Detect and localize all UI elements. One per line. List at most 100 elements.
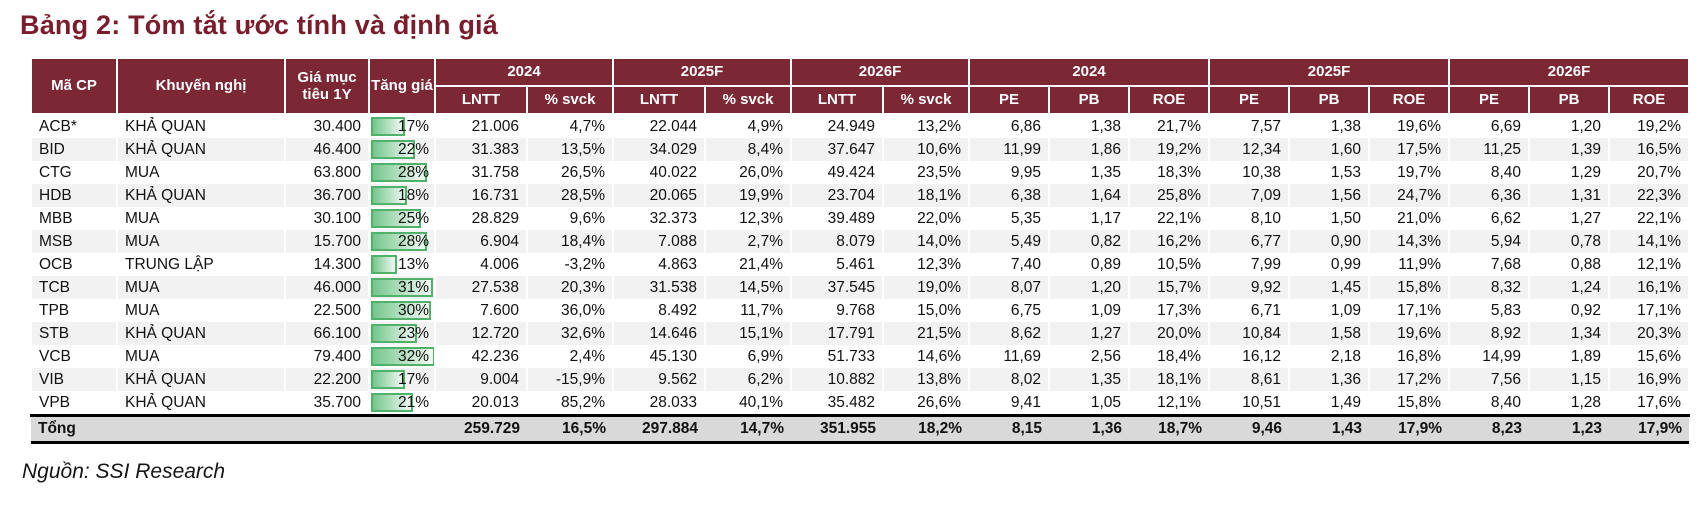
cell-roe-2025: 21,0%	[1368, 207, 1451, 230]
cell-pb-2025: 1,56	[1288, 184, 1371, 207]
cell-svck-2025: 11,7%	[703, 299, 793, 322]
table-row: MSB MUA 15.700 28% 6.904 18,4% 7.088 2,7…	[30, 230, 1691, 253]
cell-svck-2024: 28,5%	[526, 184, 614, 207]
cell-svck-2026: 23,5%	[882, 161, 971, 184]
cell-pe-2024: 11,69	[968, 345, 1051, 368]
cell-lntt-2024: 9.004	[434, 368, 528, 391]
cell-lntt-2025: 7.088	[612, 230, 706, 253]
cell-upside: 31%	[368, 276, 436, 299]
upside-databar	[371, 186, 407, 205]
cell-svck-2025: 6,9%	[703, 345, 793, 368]
cell-roe-2024: 17,3%	[1128, 299, 1211, 322]
cell-pe-2026: 11,25	[1448, 138, 1531, 161]
upside-value: 30%	[397, 301, 429, 319]
cell-lntt-2025: 14.646	[612, 322, 706, 345]
cell-pe-2026: 6,62	[1448, 207, 1531, 230]
group-header-2025-earnings: 2025F	[611, 57, 793, 87]
cell-target-price: 63.800	[284, 161, 370, 184]
cell-svck-2026: 14,6%	[882, 345, 971, 368]
total-pe-2025: 9,46	[1209, 414, 1290, 444]
table-row: TCB MUA 46.000 31% 27.538 20,3% 31.538 1…	[30, 276, 1691, 299]
cell-lntt-2026: 5.461	[790, 253, 885, 276]
cell-pe-2026: 5,94	[1448, 230, 1531, 253]
cell-pe-2024: 5,49	[968, 230, 1051, 253]
cell-pe-2025: 7,99	[1208, 253, 1291, 276]
sub-header-pe-2024: PE	[968, 85, 1051, 115]
upside-value: 28%	[397, 163, 429, 181]
cell-upside: 22%	[368, 138, 436, 161]
group-header-2026-earnings: 2026F	[790, 57, 971, 87]
cell-roe-2025: 17,2%	[1368, 368, 1451, 391]
cell-pb-2025: 1,36	[1288, 368, 1371, 391]
cell-svck-2026: 19,0%	[882, 276, 971, 299]
group-header-2025-valuation: 2025F	[1208, 57, 1451, 87]
upside-value: 17%	[397, 117, 429, 135]
table-row: TPB MUA 22.500 30% 7.600 36,0% 8.492 11,…	[30, 299, 1691, 322]
cell-svck-2025: 40,1%	[703, 391, 793, 416]
cell-svck-2024: -15,9%	[526, 368, 614, 391]
cell-roe-2024: 22,1%	[1128, 207, 1211, 230]
cell-pe-2025: 6,77	[1208, 230, 1291, 253]
cell-svck-2024: 13,5%	[526, 138, 614, 161]
cell-ticker: BID	[30, 138, 118, 161]
cell-pe-2025: 7,57	[1208, 114, 1291, 138]
cell-pb-2024: 1,86	[1048, 138, 1131, 161]
cell-lntt-2024: 6.904	[434, 230, 528, 253]
cell-ticker: STB	[30, 322, 118, 345]
cell-roe-2024: 16,2%	[1128, 230, 1211, 253]
cell-pe-2024: 8,02	[968, 368, 1051, 391]
cell-recommendation: MUA	[116, 345, 286, 368]
col-header-upside: Tăng giá	[368, 57, 436, 115]
cell-roe-2025: 16,8%	[1368, 345, 1451, 368]
cell-roe-2025: 19,6%	[1368, 322, 1451, 345]
cell-roe-2026: 17,6%	[1608, 391, 1691, 416]
cell-pb-2026: 0,88	[1528, 253, 1611, 276]
cell-pe-2024: 6,38	[968, 184, 1051, 207]
cell-ticker: VPB	[30, 391, 118, 416]
cell-roe-2024: 20,0%	[1128, 322, 1211, 345]
cell-upside: 23%	[368, 322, 436, 345]
cell-recommendation: MUA	[116, 299, 286, 322]
cell-pb-2024: 1,35	[1048, 161, 1131, 184]
cell-roe-2024: 12,1%	[1128, 391, 1211, 416]
cell-recommendation: KHẢ QUAN	[116, 368, 286, 391]
cell-recommendation: MUA	[116, 276, 286, 299]
cell-recommendation: KHẢ QUAN	[116, 138, 286, 161]
cell-roe-2026: 16,1%	[1608, 276, 1691, 299]
table-row: VPB KHẢ QUAN 35.700 21% 20.013 85,2% 28.…	[30, 391, 1691, 416]
cell-pe-2026: 7,56	[1448, 368, 1531, 391]
cell-target-price: 22.200	[284, 368, 370, 391]
cell-recommendation: MUA	[116, 207, 286, 230]
cell-lntt-2026: 49.424	[790, 161, 885, 184]
cell-lntt-2026: 23.704	[790, 184, 885, 207]
cell-pb-2024: 1,35	[1048, 368, 1131, 391]
cell-roe-2026: 20,3%	[1608, 322, 1691, 345]
cell-pe-2025: 8,10	[1208, 207, 1291, 230]
total-svck-2024: 16,5%	[527, 414, 613, 444]
col-header-recommendation: Khuyến nghị	[116, 57, 286, 115]
cell-pb-2024: 1,27	[1048, 322, 1131, 345]
cell-pb-2026: 1,20	[1528, 114, 1611, 138]
cell-lntt-2025: 8.492	[612, 299, 706, 322]
cell-pe-2024: 7,40	[968, 253, 1051, 276]
cell-pe-2026: 8,32	[1448, 276, 1531, 299]
total-pb-2026: 1,23	[1529, 414, 1610, 444]
cell-upside: 28%	[368, 161, 436, 184]
cell-target-price: 36.700	[284, 184, 370, 207]
cell-roe-2026: 20,7%	[1608, 161, 1691, 184]
cell-upside: 21%	[368, 391, 436, 416]
total-pe-2024: 8,15	[969, 414, 1050, 444]
upside-value: 28%	[397, 232, 429, 250]
cell-svck-2026: 13,8%	[882, 368, 971, 391]
cell-roe-2026: 15,6%	[1608, 345, 1691, 368]
table-row: OCB TRUNG LẬP 14.300 13% 4.006 -3,2% 4.8…	[30, 253, 1691, 276]
cell-pb-2024: 1,05	[1048, 391, 1131, 416]
upside-databar	[371, 370, 405, 389]
cell-pb-2026: 0,92	[1528, 299, 1611, 322]
cell-lntt-2024: 7.600	[434, 299, 528, 322]
cell-roe-2026: 12,1%	[1608, 253, 1691, 276]
cell-svck-2025: 12,3%	[703, 207, 793, 230]
sub-header-pb-2026: PB	[1528, 85, 1611, 115]
cell-pe-2024: 6,75	[968, 299, 1051, 322]
cell-upside: 32%	[368, 345, 436, 368]
